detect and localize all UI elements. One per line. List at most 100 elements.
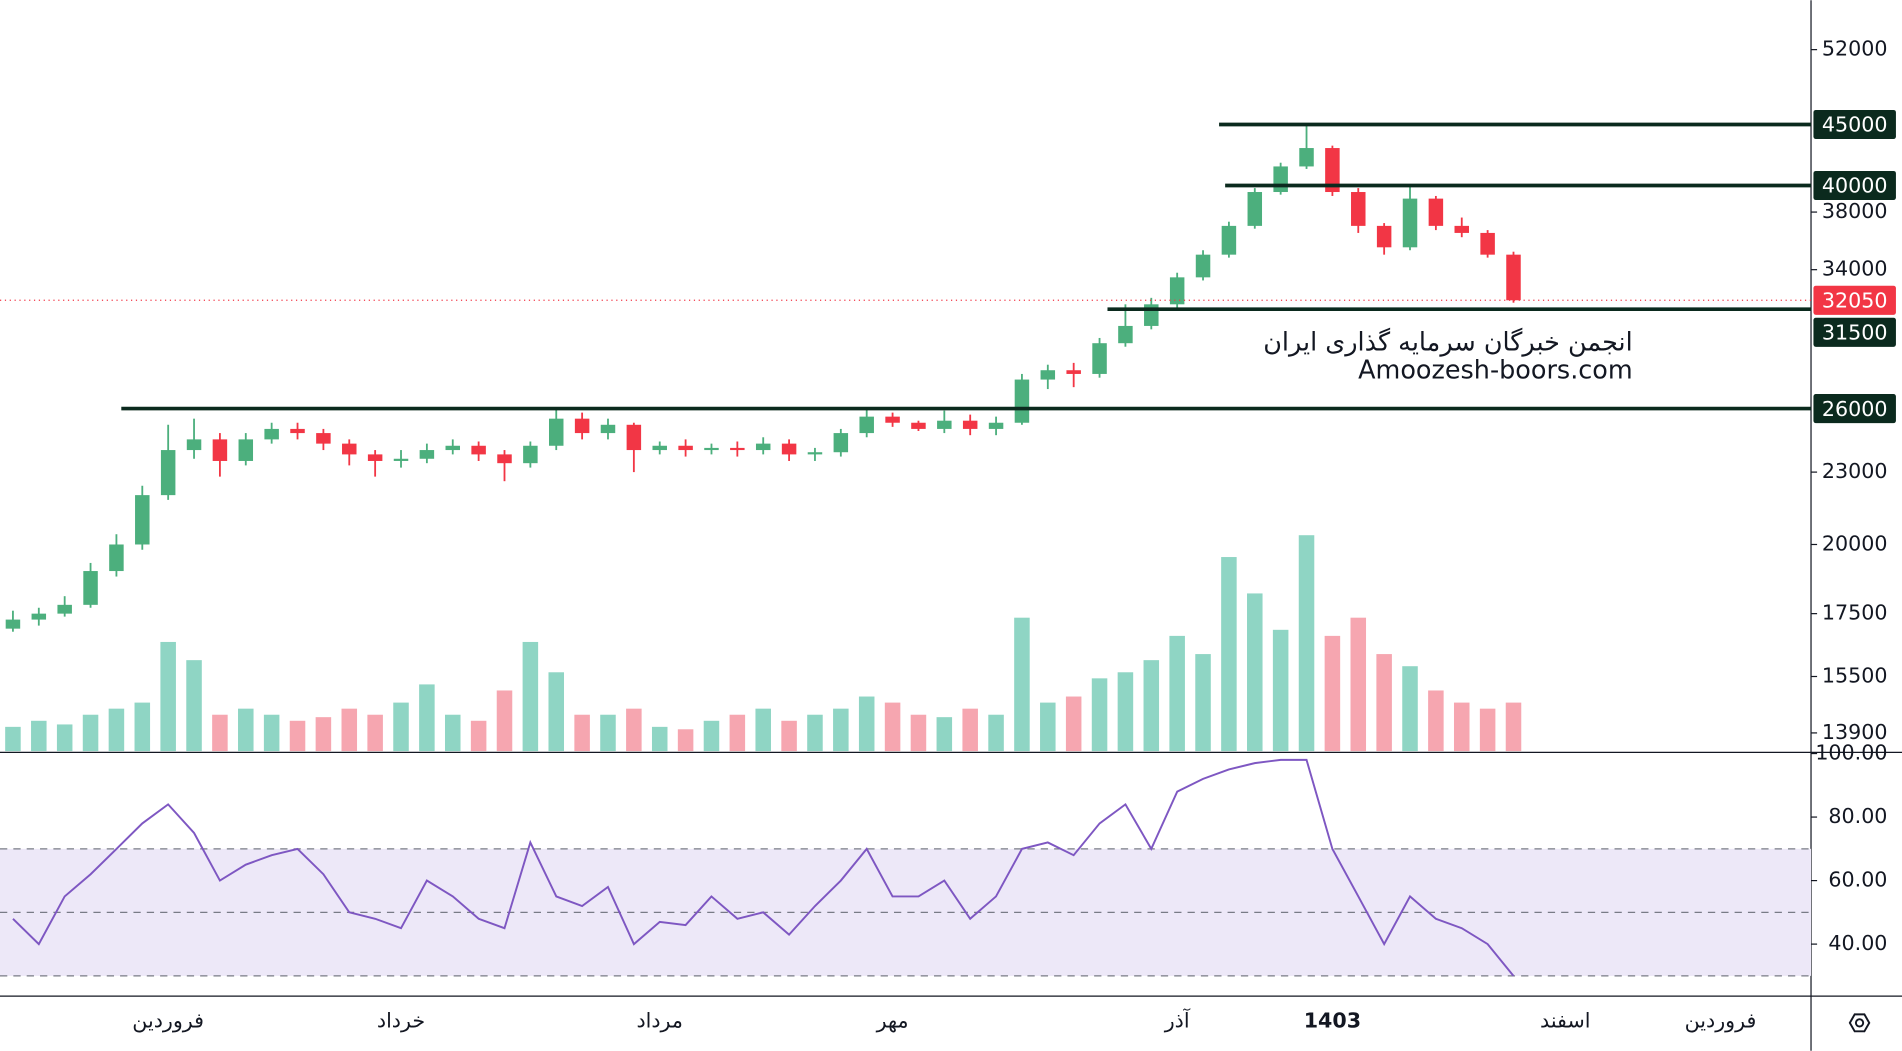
candle-body: [523, 445, 538, 464]
settings-icon[interactable]: [1848, 1013, 1871, 1033]
candle-body: [367, 454, 383, 461]
volume-bar: [1428, 690, 1444, 752]
candle-body: [781, 443, 797, 455]
level-label: 31500: [1822, 320, 1888, 344]
candle-body: [1221, 225, 1237, 255]
candle-body: [678, 445, 693, 451]
level-label-box: [1813, 394, 1896, 424]
volume-bar: [82, 714, 99, 752]
candle-body: [574, 418, 590, 434]
y-tick-label: 34000: [1822, 257, 1888, 281]
rsi-y-tick-label: 80.00: [1828, 804, 1887, 828]
candle-body: [1299, 148, 1314, 167]
volume-bar: [1350, 617, 1367, 752]
candle-body: [264, 428, 279, 440]
x-tick-label: آذر: [1164, 1008, 1191, 1033]
volume-bar: [108, 708, 125, 752]
candle-body: [497, 454, 512, 464]
volume-bar: [833, 708, 849, 752]
volume-bar: [444, 714, 461, 752]
volume-bar: [289, 720, 306, 752]
volume-bar: [212, 714, 228, 752]
volume-bar: [1272, 629, 1289, 752]
candle-body: [1351, 192, 1366, 226]
volume-bar: [263, 714, 280, 752]
candle-body: [1014, 379, 1030, 423]
watermark-line: انجمن خبرگان سرمایه گذاری ایران: [1263, 328, 1633, 358]
volume-bar: [470, 720, 487, 752]
level-label-box: [1813, 109, 1896, 140]
volume-bar: [496, 690, 513, 752]
level-label-box: [1813, 170, 1896, 201]
candle-body: [1092, 343, 1107, 374]
volume-bar: [807, 714, 823, 752]
settings-dot[interactable]: [1854, 1018, 1865, 1028]
x-tick-label: 1403: [1304, 1009, 1361, 1033]
volume-bar: [1221, 557, 1237, 752]
candle-body: [1066, 370, 1081, 374]
candle-body: [548, 418, 564, 446]
volume-bar: [160, 641, 176, 752]
candle-body: [652, 445, 667, 451]
candle-body: [600, 424, 616, 434]
volume-bar: [393, 702, 409, 752]
last-price-box: [1813, 285, 1896, 315]
volume-bar: [910, 714, 927, 752]
candle-body: [393, 458, 409, 461]
volume-bar: [341, 708, 358, 752]
volume-bar: [1247, 593, 1263, 752]
candle-body: [316, 433, 331, 444]
candle-body: [1428, 198, 1444, 226]
watermark-line: Amoozesh-boors.com: [1358, 355, 1633, 385]
volume-bar: [1014, 617, 1030, 752]
candle-body: [1480, 232, 1495, 255]
candle-body: [5, 619, 21, 629]
volume-bar: [781, 720, 797, 752]
volume-bar: [626, 708, 642, 752]
candle-body: [704, 447, 719, 451]
volume-bar: [548, 672, 565, 752]
volume-bar: [1479, 708, 1496, 752]
volume-bar: [1195, 654, 1211, 752]
candle-body: [1273, 166, 1288, 193]
volume-bar: [755, 708, 771, 752]
volume-bar: [1065, 696, 1082, 752]
y-tick-label: 13900: [1822, 720, 1888, 744]
rsi-line: [12, 758, 1515, 977]
last-price-label: 32050: [1822, 288, 1888, 312]
y-tick-label: 52000: [1822, 37, 1888, 61]
volume-bar: [884, 702, 901, 752]
candle-body: [1169, 277, 1185, 305]
volume-bar: [1324, 635, 1341, 752]
candle-body: [1506, 254, 1521, 301]
x-tick-label: خرداد: [377, 1009, 425, 1033]
candle-body: [160, 450, 176, 496]
settings-hexagon[interactable]: [1848, 1013, 1871, 1033]
volume-bar: [1117, 672, 1134, 752]
volume-bar: [1402, 666, 1418, 752]
candle-body: [937, 420, 952, 429]
volume-bar: [522, 641, 539, 752]
candle-body: [1118, 325, 1133, 344]
candle-body: [1376, 225, 1392, 248]
volume-bar: [1169, 635, 1185, 752]
candle-body: [135, 495, 150, 545]
x-tick-label: مرداد: [636, 1009, 683, 1033]
candle-body: [833, 433, 849, 453]
volume-bar: [936, 717, 953, 752]
y-tick-label: 15500: [1822, 663, 1888, 687]
volume-bar: [419, 684, 435, 752]
level-label-box: [1813, 317, 1896, 347]
y-tick-label: 38000: [1822, 199, 1888, 223]
volume-bar: [134, 702, 151, 752]
volume-bar: [574, 714, 590, 752]
volume-bar: [703, 720, 720, 752]
candle-body: [1040, 370, 1056, 380]
rsi-y-tick-label: 40.00: [1828, 931, 1887, 955]
y-tick-label: 20000: [1822, 531, 1888, 555]
candle-body: [1402, 198, 1418, 248]
volume-bar: [186, 660, 202, 752]
candle-body: [238, 439, 254, 461]
candle-body: [1195, 254, 1211, 278]
